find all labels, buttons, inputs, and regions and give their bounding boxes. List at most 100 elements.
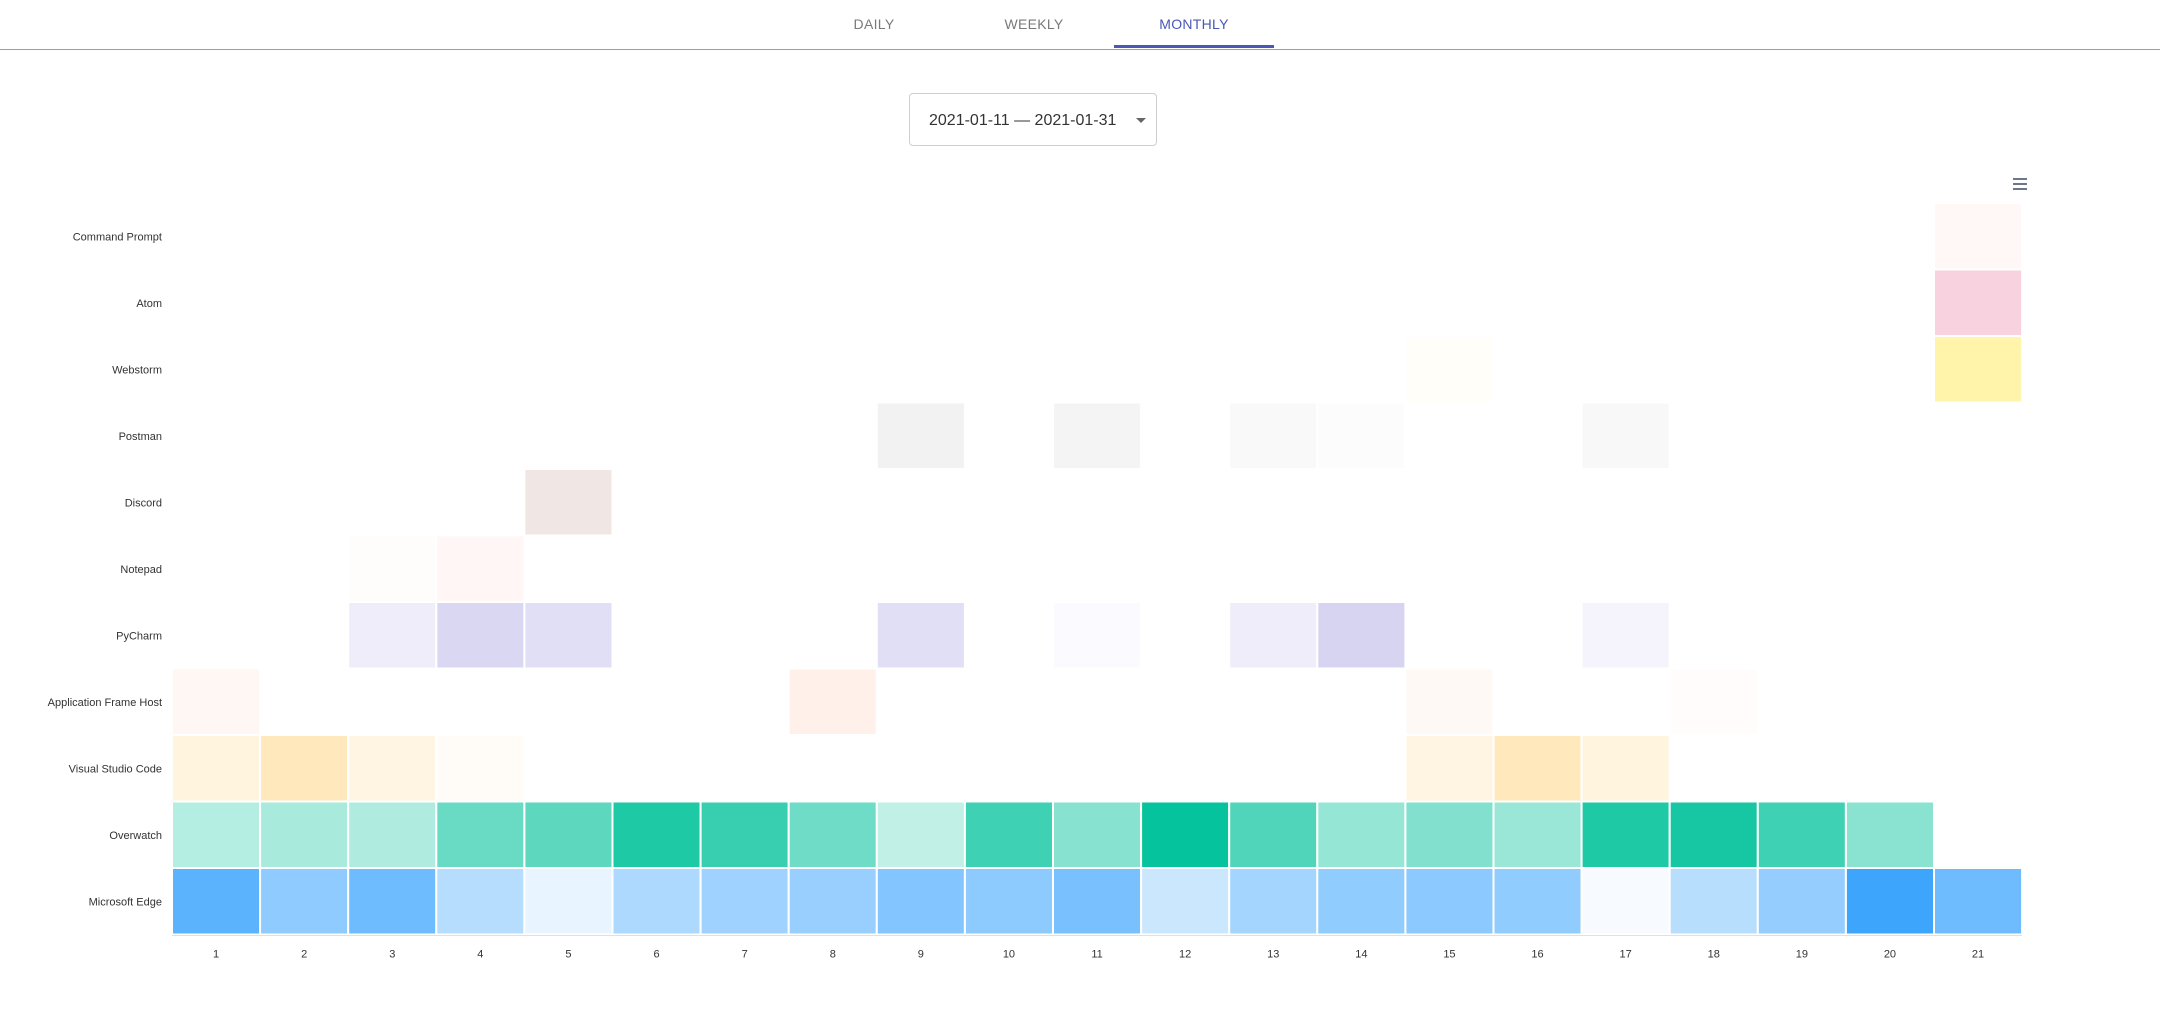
x-axis-tick-label: 19 [1796,949,1808,961]
heatmap-cell[interactable] [1492,800,1583,869]
heatmap-cell[interactable] [1580,734,1671,803]
heatmap-cell[interactable] [1580,800,1671,869]
heatmap-cell[interactable] [347,601,438,670]
heatmap-cell[interactable] [1933,867,2024,936]
heatmap-cell[interactable] [1316,800,1407,869]
heatmap-cell[interactable] [1316,401,1407,470]
heatmap-cell[interactable] [1492,867,1583,936]
date-range-select[interactable]: 2021-01-11 — 2021-01-31 [909,93,1157,146]
heatmap-cell[interactable] [1404,667,1495,736]
heatmap-cell[interactable] [347,534,438,603]
heatmap-cell[interactable] [1404,734,1495,803]
y-axis-label: Webstorm [112,364,162,376]
heatmap-cell[interactable] [1404,800,1495,869]
y-axis-label: Atom [136,298,162,310]
y-axis-label: Overwatch [109,830,162,842]
heatmap-cell[interactable] [171,667,262,736]
heatmap-cell[interactable] [435,867,526,936]
heatmap-cell[interactable] [1052,800,1143,869]
y-axis-label: Discord [125,497,162,509]
tab-daily[interactable]: DAILY [853,16,895,32]
heatmap-cell[interactable] [963,800,1055,869]
heatmap-cell[interactable] [1228,800,1319,869]
heatmap-cell[interactable] [1228,401,1319,470]
x-axis-tick-label: 5 [565,949,571,961]
heatmap-cell[interactable] [1052,601,1143,670]
x-axis-tick-label: 8 [830,949,836,961]
heatmap-cell[interactable] [523,867,614,936]
heatmap-cell[interactable] [1316,867,1407,936]
active-tab-indicator [1114,45,1274,48]
heatmap-cell[interactable] [963,867,1055,936]
heatmap-cell[interactable] [435,800,526,869]
tab-monthly[interactable]: MONTHLY [1159,16,1229,32]
y-axis-label: Visual Studio Code [69,763,162,775]
heatmap-cell[interactable] [875,401,966,470]
heatmap-cell[interactable] [875,867,966,936]
heatmap-cell[interactable] [171,800,262,869]
heatmap-cell[interactable] [1404,867,1495,936]
heatmap-cell[interactable] [171,734,262,803]
heatmap-cell[interactable] [611,800,702,869]
heatmap-cell[interactable] [787,800,878,869]
x-axis-tick-label: 13 [1267,949,1279,961]
heatmap-cell[interactable] [523,601,614,670]
heatmap-cell[interactable] [1140,800,1231,869]
heatmap-cell[interactable] [1316,601,1407,670]
heatmap-cell[interactable] [1492,734,1583,803]
heatmap-cell[interactable] [259,734,350,803]
x-axis-tick-label: 11 [1091,949,1102,961]
heatmap-cell[interactable] [1933,268,2024,337]
y-axis-label: Postman [119,431,162,443]
heatmap-cell[interactable] [259,867,350,936]
heatmap-cell[interactable] [787,667,878,736]
heatmap-cell[interactable] [171,867,262,936]
heatmap-cell[interactable] [1228,601,1319,670]
heatmap-cell[interactable] [1228,867,1319,936]
y-axis-label: Notepad [120,564,162,576]
heatmap-cell[interactable] [1844,867,1936,936]
heatmap-cell[interactable] [1052,401,1143,470]
heatmap-cell[interactable] [347,867,438,936]
heatmap-cell[interactable] [1668,667,1759,736]
heatmap-cell[interactable] [1756,800,1847,869]
x-axis-tick-label: 21 [1972,949,1984,961]
heatmap-cell[interactable] [875,601,966,670]
heatmap-cell[interactable] [1756,867,1847,936]
heatmap-cell[interactable] [523,800,614,869]
tab-weekly[interactable]: WEEKLY [1004,16,1064,32]
heatmap-cell[interactable] [699,867,790,936]
heatmap-cell[interactable] [435,734,526,803]
heatmap-cell[interactable] [1580,867,1671,936]
heatmap-cell[interactable] [347,800,438,869]
heatmap-cell[interactable] [259,800,350,869]
chevron-down-icon [1136,118,1146,123]
heatmap-cell[interactable] [1933,202,2024,271]
heatmap-cell[interactable] [1580,401,1671,470]
heatmap-cell[interactable] [1668,867,1759,936]
heatmap-cell[interactable] [699,800,790,869]
period-tab-bar: DAILY WEEKLY MONTHLY [0,0,2160,50]
heatmap-cell[interactable] [1580,601,1671,670]
heatmap-cell[interactable] [875,800,966,869]
heatmap-cell[interactable] [1933,335,2024,404]
x-axis-tick-label: 14 [1355,949,1367,961]
x-axis-tick-label: 20 [1884,949,1896,961]
x-axis-tick-label: 15 [1443,949,1455,961]
heatmap-cell[interactable] [347,734,438,803]
y-axis-label: Application Frame Host [48,697,162,709]
heatmap-cell[interactable] [1844,800,1936,869]
heatmap-cell[interactable] [523,468,614,537]
heatmap-cell[interactable] [787,867,878,936]
x-axis-tick-label: 10 [1003,949,1015,961]
heatmap-cell[interactable] [435,601,526,670]
x-axis-tick-label: 1 [213,949,219,961]
heatmap-cell[interactable] [1052,867,1143,936]
heatmap-cell[interactable] [611,867,702,936]
heatmap-cell[interactable] [1404,335,1495,404]
heatmap-cell[interactable] [435,534,526,603]
hamburger-menu-icon[interactable] [2012,176,2028,192]
heatmap-cell[interactable] [1140,867,1231,936]
heatmap-chart: Command Prompt Atom Webstorm Postman Discord… [48,202,2024,961]
heatmap-cell[interactable] [1668,800,1759,869]
